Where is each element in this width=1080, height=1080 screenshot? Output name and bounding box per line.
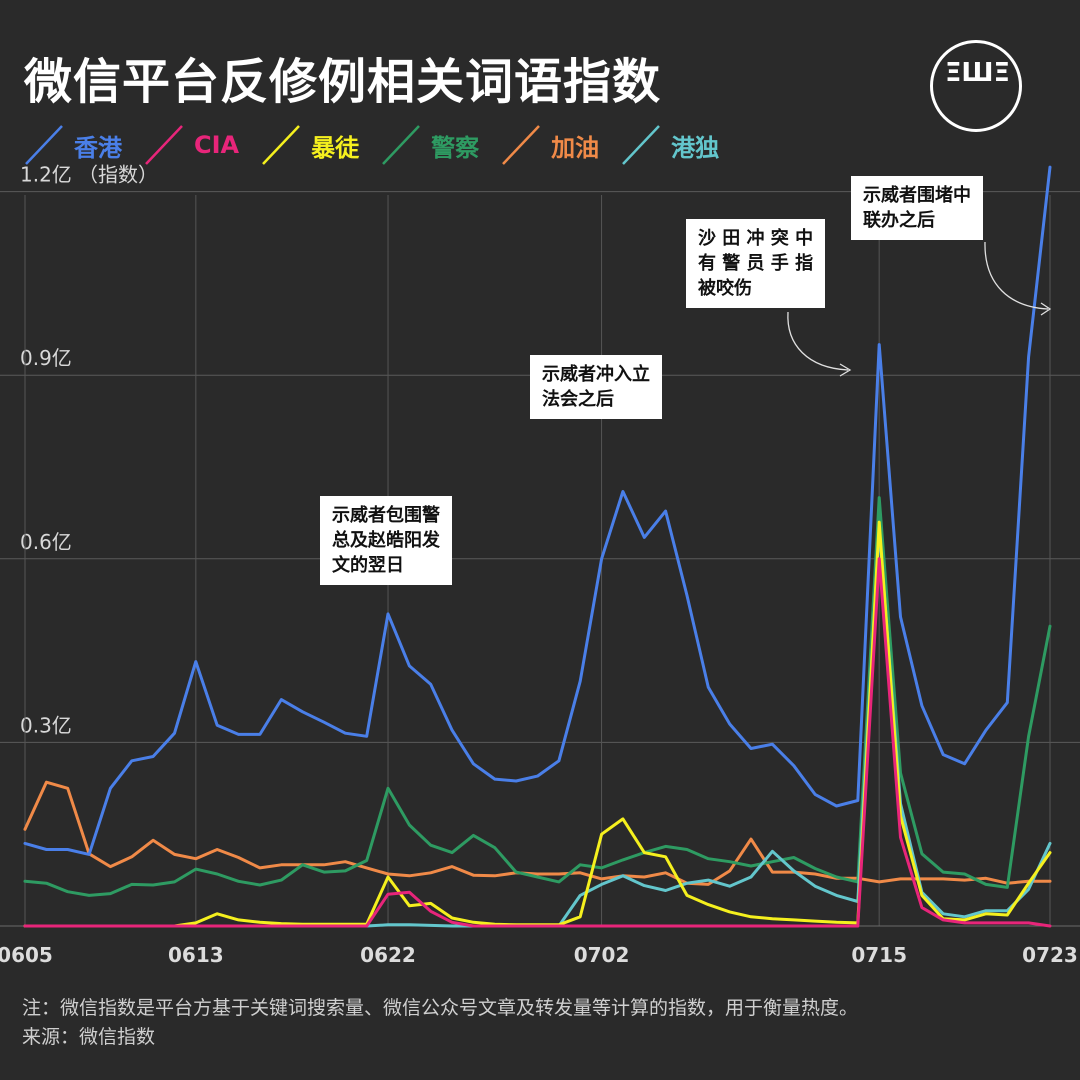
legend-swatch (622, 125, 661, 165)
logo-circle (930, 40, 1022, 132)
legend-label: 香港 (74, 133, 122, 162)
x-tick-label: 0723 (1022, 943, 1078, 967)
annotation-liaison-office: 示威者围堵中 联办之后 (851, 176, 983, 240)
legend: 香港 CIA 暴徒 警察 加油 港独 (24, 122, 741, 168)
legend-swatch (25, 125, 63, 165)
legend-swatch (382, 125, 421, 165)
legend-label: 暴徒 (311, 133, 360, 162)
series-line-警察 (23, 496, 1052, 897)
legend-swatch (262, 125, 301, 165)
chart-title: 微信平台反修例相关词语指数 (24, 54, 662, 110)
legend-item: 暴徒 (261, 122, 359, 168)
y-tick-label: 1.2亿 (20, 163, 72, 187)
x-tick-label: 0715 (851, 943, 907, 967)
annotation-arrowhead (1040, 302, 1052, 316)
legend-label: 港独 (671, 133, 720, 162)
legend-item: 警察 (381, 122, 479, 168)
annotation-arrow (787, 311, 849, 371)
footer-source: 来源：微信指数 (22, 1026, 156, 1048)
y-tick-label: 0.9亿 (20, 346, 72, 370)
annotation-arrow (984, 241, 1049, 310)
annotation-arrowhead (839, 363, 852, 377)
legend-item: 港独 (621, 122, 719, 168)
legend-item: CIA (144, 122, 239, 168)
annotation-police-hq: 示威者包围警 总及赵皓阳发 文的翌日 (320, 496, 452, 585)
y-tick-label: 0.6亿 (20, 530, 72, 554)
footer-note-text: 注：微信指数是平台方基于关键词搜索量、微信公众号文章及转发量等计算的指数，用于衡… (22, 997, 859, 1019)
series-line-香港 (23, 165, 1052, 856)
series-line-加油 (23, 780, 1052, 886)
legend-label: 警察 (431, 133, 480, 162)
annotation-legco: 示威者冲入立 法会之后 (530, 355, 662, 419)
y-axis-label: （指数） (78, 163, 158, 187)
legend-label: CIA (194, 131, 240, 159)
annotation-shatin: 沙 田 冲 突 中 有 警 员 手 指 被咬伤 (686, 219, 826, 308)
logo-text: ΞШΞ (945, 58, 1010, 88)
x-tick-label: 0702 (574, 943, 630, 967)
y-tick-label: 0.3亿 (20, 713, 72, 737)
series-line-CIA (23, 557, 1052, 928)
x-tick-label: 0605 (0, 943, 53, 967)
x-tick-label: 0613 (168, 943, 224, 967)
legend-swatch (502, 125, 541, 165)
legend-item: 香港 (24, 122, 122, 168)
legend-label: 加油 (551, 133, 600, 162)
x-tick-label: 0622 (360, 943, 416, 967)
footer-note: 注：微信指数是平台方基于关键词搜索量、微信公众号文章及转发量等计算的指数，用于衡… (22, 994, 858, 1052)
legend-item: 加油 (501, 122, 599, 168)
legend-swatch (145, 125, 183, 165)
